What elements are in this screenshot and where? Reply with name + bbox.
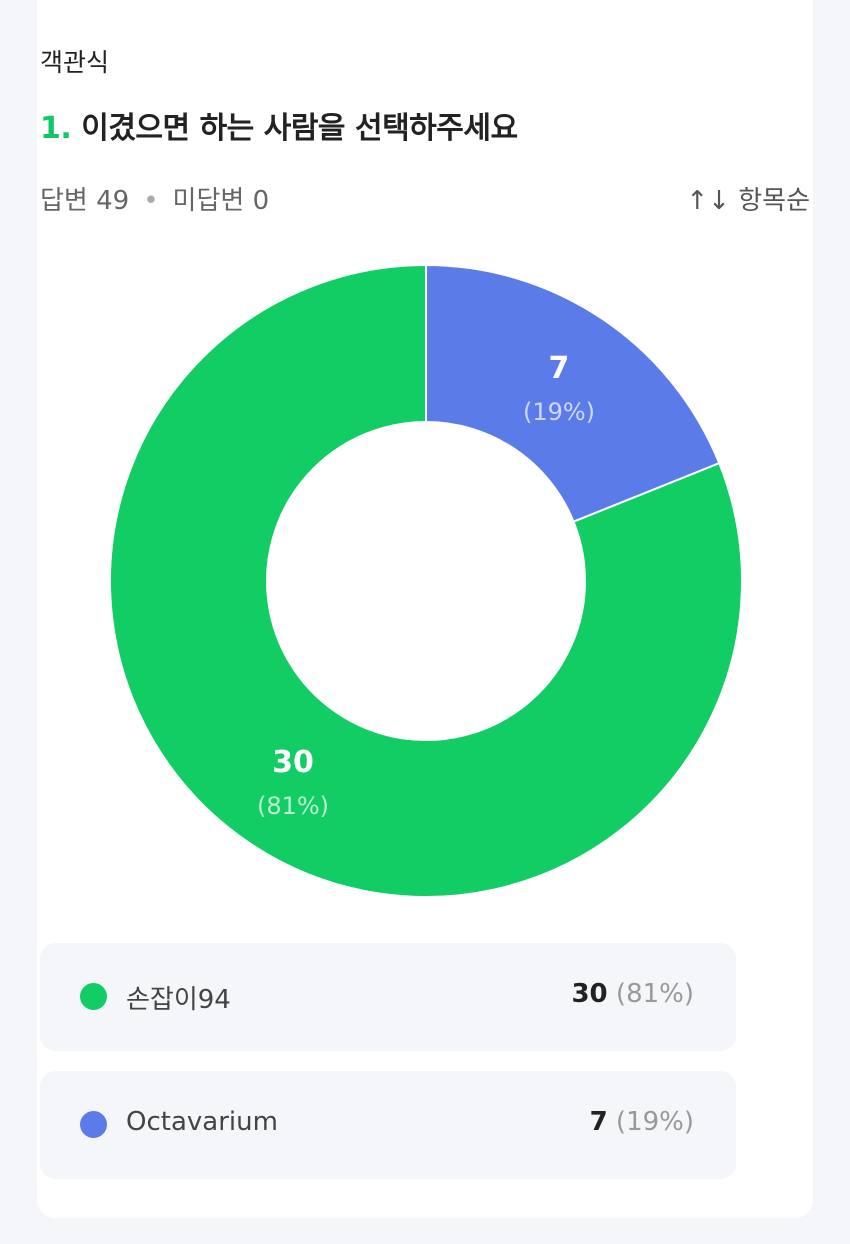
sort-arrows-icon: ↑↓: [686, 186, 730, 216]
legend-value: 30 (81%): [571, 979, 694, 1009]
legend-name: 손잡이94: [126, 985, 231, 1015]
legend-swatch-0: [80, 983, 107, 1010]
answered-count: 답변 49: [40, 186, 130, 216]
data-label-value: 30: [272, 745, 314, 780]
legend-item: 손잡이94 30 (81%): [40, 943, 736, 1051]
data-label-percent: (81%): [257, 792, 329, 820]
question-type-label: 객관식: [40, 48, 110, 77]
donut-slice-Octavarium[interactable]: [425, 263, 721, 524]
question-title: 1. 이겼으면 하는 사람을 선택하주세요: [40, 103, 518, 147]
answer-stats: 답변 49 • 미답변 0: [40, 180, 269, 217]
question-number: 1.: [40, 111, 72, 146]
data-label-percent: (19%): [523, 398, 595, 426]
donut-chart: 7 (19%) 30 (81%): [109, 263, 743, 898]
legend-swatch-1: [80, 1111, 107, 1138]
separator-dot: •: [143, 186, 159, 216]
sort-button[interactable]: ↑↓ 항목순: [686, 180, 810, 217]
unanswered-count: 미답변 0: [172, 186, 270, 216]
legend-value: 7 (19%): [589, 1107, 694, 1137]
donut-slice-손잡이94[interactable]: [109, 263, 743, 898]
sort-label: 항목순: [738, 186, 810, 216]
legend-item: Octavarium 7 (19%): [40, 1071, 736, 1179]
question-text: 이겼으면 하는 사람을 선택하주세요: [81, 111, 518, 146]
legend-name: Octavarium: [126, 1107, 278, 1137]
data-label-value: 7: [549, 351, 570, 386]
